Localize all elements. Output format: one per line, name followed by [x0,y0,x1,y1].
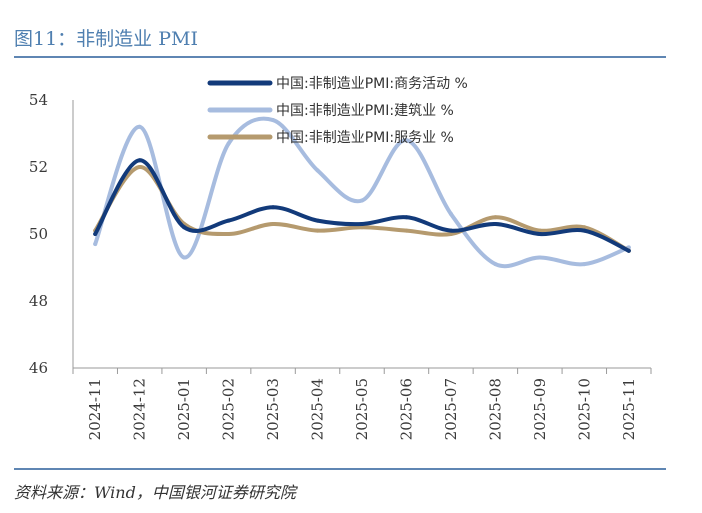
y-axis: 46 48 50 52 54 [29,91,74,377]
data-point-1 [226,141,231,146]
x-tick-label: 2025-02 [220,378,238,440]
data-point-1 [360,198,364,203]
x-axis: 2024-11 2024-12 2025-01 2025-02 2025-03 2025-… [72,367,652,440]
x-tick-label: 2025-10 [575,378,593,440]
data-point-2 [137,165,142,169]
x-tick-label: 2025-09 [531,378,549,440]
data-point-2 [404,228,409,233]
data-point-0 [137,158,142,163]
data-point-0 [271,205,276,210]
data-point-2 [582,225,587,230]
x-tick-label: 2025-08 [486,378,504,440]
x-tick-label: 2025-03 [264,378,282,440]
data-point-2 [360,225,364,230]
y-tick-label: 50 [29,225,48,243]
x-tick-label: 2025-07 [442,378,460,440]
chart-title: 图11：非制造业 PMI [14,28,198,50]
x-tick-label: 2025-11 [620,378,638,440]
data-point-0 [93,232,98,236]
data-point-1 [537,255,542,260]
data-point-2 [537,228,542,233]
legend-label-2: 中国:非制造业PMI:服务业 % [276,130,454,146]
bottom-divider [14,468,666,470]
data-point-0 [360,221,364,226]
y-tick-label: 46 [29,359,48,377]
x-tick-label: 2025-04 [309,378,327,440]
y-tick-label: 52 [29,158,48,176]
x-tick-label: 2025-06 [397,378,415,440]
data-point-0 [404,215,409,220]
data-point-1 [182,255,187,260]
data-point-1 [315,168,320,173]
data-point-0 [182,225,187,230]
data-point-0 [537,232,542,236]
data-point-1 [93,242,98,247]
data-point-2 [448,232,453,236]
x-tick-label: 2025-05 [353,378,371,440]
data-point-0 [493,221,498,226]
data-point-1 [271,118,276,123]
source-note: 资料来源：Wind，中国银河证券研究院 [14,483,296,502]
data-point-0 [626,248,631,253]
data-point-1 [137,124,142,129]
legend-label-0: 中国:非制造业PMI:商务活动 % [276,76,468,92]
x-tick-label: 2024-11 [86,378,104,440]
data-point-1 [493,262,498,267]
data-point-1 [448,211,453,216]
series-lines [93,116,631,269]
data-point-0 [448,228,453,233]
data-point-2 [493,215,498,220]
data-point-1 [582,262,587,267]
legend: 中国:非制造业PMI:商务活动 % 中国:非制造业PMI:建筑业 % 中国:非制造业… [207,76,468,146]
data-point-2 [271,221,276,226]
data-point-1 [404,138,409,143]
data-point-2 [315,228,320,233]
data-point-0 [315,218,320,223]
data-point-0 [582,228,587,233]
legend-label-1: 中国:非制造业PMI:建筑业 % [276,103,454,119]
y-tick-label: 54 [29,91,48,109]
y-tick-label: 48 [29,292,48,310]
data-point-0 [226,218,231,223]
series-line-1 [93,116,631,269]
top-divider [14,56,666,58]
data-point-2 [226,232,231,236]
x-tick-label: 2024-12 [131,378,149,440]
x-tick-label: 2025-01 [175,378,193,440]
